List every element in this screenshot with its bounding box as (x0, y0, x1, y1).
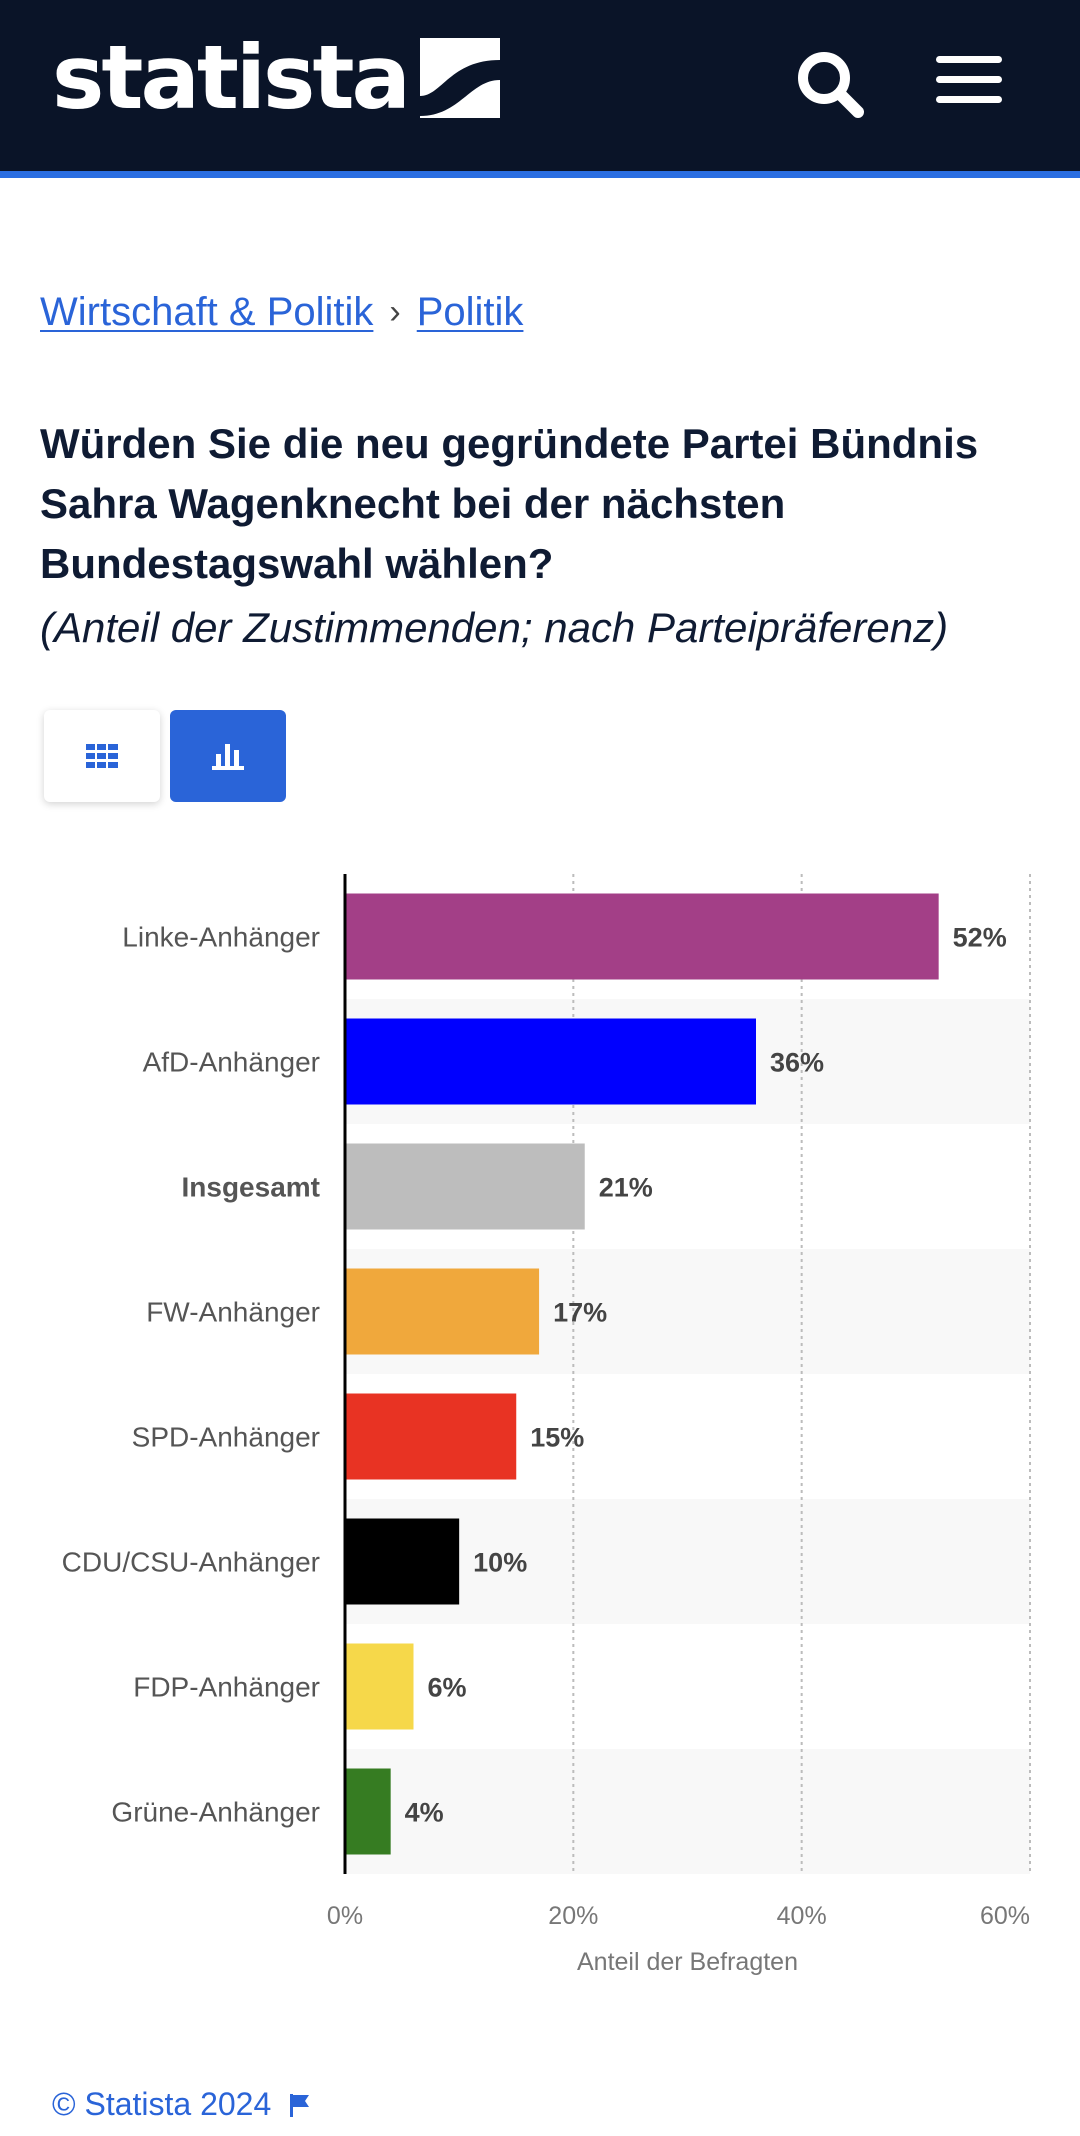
data-label: 17% (553, 1298, 607, 1328)
footer: © Statista 2024 (52, 2086, 311, 2123)
chart-title: Würden Sie die neu gegründete Partei Bün… (40, 420, 979, 587)
data-label: 52% (953, 923, 1007, 953)
breadcrumb: Wirtschaft & Politik › Politik (40, 290, 523, 335)
chart-view-button[interactable] (170, 710, 286, 802)
category-label: Grüne-Anhänger (111, 1797, 320, 1828)
bar (345, 1518, 460, 1605)
bar (345, 893, 939, 980)
table-view-button[interactable] (44, 710, 160, 802)
category-label: SPD-Anhänger (132, 1422, 320, 1453)
site-header: statista (0, 0, 1080, 178)
hamburger-menu-icon[interactable] (934, 50, 1004, 110)
category-label: FDP-Anhänger (133, 1672, 320, 1703)
bar-chart-icon (212, 744, 244, 770)
data-label: 4% (405, 1798, 444, 1828)
chart-subtitle: (Anteil der Zustimmenden; nach Parteiprä… (40, 604, 949, 651)
data-label: 21% (599, 1173, 653, 1203)
category-label: AfD-Anhänger (143, 1047, 320, 1078)
row-band (345, 1749, 1030, 1874)
x-tick-label: 0% (327, 1902, 363, 1930)
category-label: FW-Anhänger (146, 1297, 320, 1328)
statista-logo[interactable]: statista (52, 28, 500, 128)
logo-text: statista (52, 26, 411, 129)
x-tick-label: 40% (777, 1902, 827, 1930)
x-tick-label: 20% (548, 1902, 598, 1930)
search-icon[interactable] (790, 44, 870, 124)
breadcrumb-link-wirtschaft-politik[interactable]: Wirtschaft & Politik (40, 290, 374, 334)
flag-icon[interactable] (289, 2093, 311, 2117)
data-label: 15% (530, 1423, 584, 1453)
data-label: 10% (473, 1548, 527, 1578)
copyright-link[interactable]: © Statista 2024 (52, 2086, 272, 2122)
statista-logo-mark-icon (419, 38, 500, 118)
bar (345, 1018, 756, 1105)
breadcrumb-separator: › (389, 293, 401, 331)
bar (345, 1393, 517, 1480)
bar-chart: Linke-Anhänger 52% AfD-Anhänger 36% Insgesam… (62, 874, 1031, 1976)
data-label: 6% (428, 1673, 467, 1703)
table-grid-icon (86, 744, 118, 768)
bar (345, 1643, 414, 1730)
category-label: Linke-Anhänger (122, 922, 320, 953)
view-toggle (44, 710, 286, 802)
category-label: CDU/CSU-Anhänger (62, 1547, 320, 1578)
bar (345, 1143, 585, 1230)
breadcrumb-link-politik[interactable]: Politik (416, 290, 524, 334)
bar (345, 1268, 540, 1355)
category-label: Insgesamt (182, 1172, 321, 1203)
x-tick-label: 60% (980, 1902, 1030, 1930)
x-axis-label: Anteil der Befragten (577, 1948, 798, 1976)
bar (345, 1768, 391, 1855)
data-label: 36% (770, 1048, 824, 1078)
